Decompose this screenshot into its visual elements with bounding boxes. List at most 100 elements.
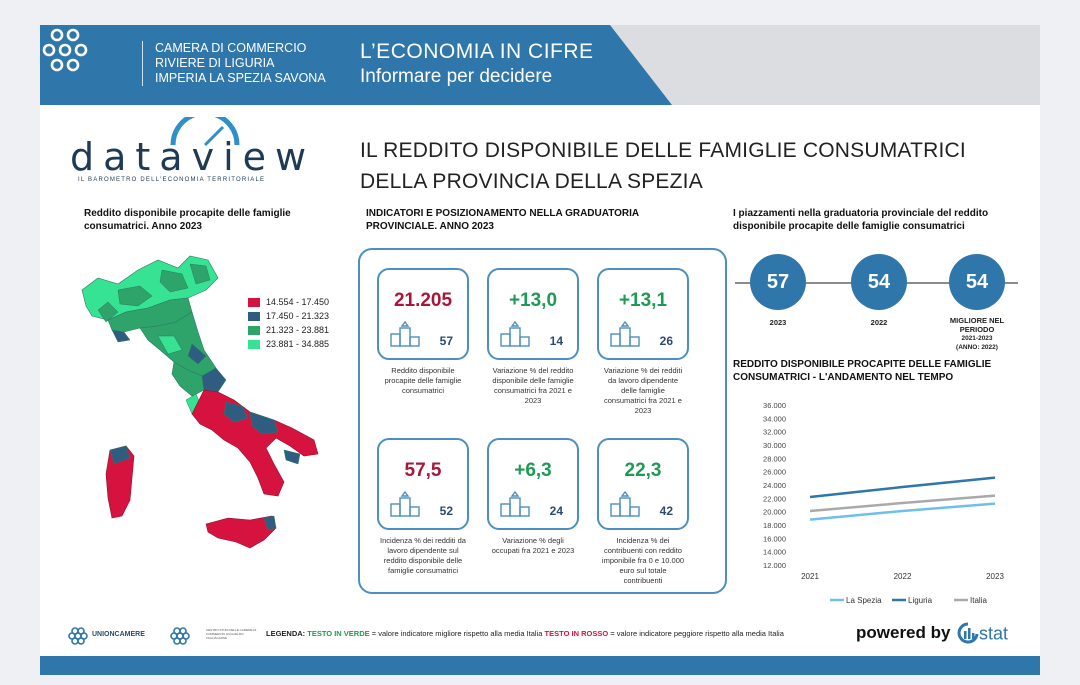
indicator-rank: 24	[549, 504, 563, 518]
y-tick-label: 12.000	[763, 561, 786, 570]
indicator-description-line: delle famiglie	[621, 386, 665, 395]
legend-label: 21.323 - 23.881	[266, 325, 330, 335]
legenda-green: TESTO IN VERDE	[307, 629, 370, 638]
indicator-description-line: consumatrici fra 2021 e	[604, 396, 682, 405]
indicator-description-line: lavoro dipendente sul	[387, 546, 459, 555]
footer-bar	[40, 656, 1040, 675]
indicators-title-line: PROVINCIALE. ANNO 2023	[366, 221, 494, 232]
indicator-value: +13,0	[508, 290, 558, 311]
y-tick-label: 24.000	[763, 481, 786, 490]
gauge-icon	[170, 117, 240, 147]
indicator-description-line: procapite delle famiglie	[384, 376, 462, 385]
chamber-line: IMPERIA LA SPEZIA SAVONA	[155, 71, 326, 85]
rank-label-best: MIGLIORE NEL PERIODO 2021-2023 (ANNO: 20…	[939, 316, 1015, 352]
dataview-wordmark: dataview	[70, 135, 316, 179]
indicator-description-line: consumatrici fra 2021 e	[494, 386, 572, 395]
legend-swatch	[248, 297, 260, 307]
chart-legend-label: Italia	[970, 596, 987, 605]
page-title: IL REDDITO DISPONIBILE DELLE FAMIGLIE CO…	[360, 135, 966, 197]
banner-shape	[40, 25, 672, 105]
indicators-panel	[358, 248, 727, 594]
italy-choropleth-map	[81, 255, 319, 549]
y-tick-label: 20.000	[763, 508, 786, 517]
legend-item: 23.881 - 34.885	[248, 337, 329, 351]
chart-title-line: REDDITO DISPONIBILE PROCAPITE DELLE FAMI…	[733, 359, 992, 370]
map-title-line: Reddito disponibile procapite delle fami…	[84, 208, 291, 219]
chamber-line: CAMERA DI COMMERCIO	[155, 41, 307, 55]
indicator-value: +13,1	[618, 290, 668, 311]
indicator-description-line: 2023	[634, 406, 652, 415]
powered-by-text: powered by	[856, 623, 951, 642]
x-tick-label: 2023	[986, 572, 1004, 581]
indicator-description: Incidenza % dei contribuenti con reddito i…	[588, 536, 698, 586]
indicator-value: 22,3	[624, 460, 662, 481]
rank-label-line: 2022	[870, 318, 888, 327]
legend-label: 23.881 - 34.885	[266, 339, 330, 349]
rank-circle-2023: 57	[750, 254, 806, 310]
legend-item: 14.554 - 17.450	[248, 295, 329, 309]
indicator-card: 21.205 57	[377, 268, 469, 360]
rank-label-line: PERIODO	[959, 325, 995, 334]
podium-icon	[390, 320, 420, 347]
indicator-rank: 14	[549, 334, 563, 348]
podium-icon	[390, 490, 420, 517]
chamber-name: CAMERA DI COMMERCIO RIVIERE DI LIGURIA I…	[142, 41, 326, 86]
indicator-description: Reddito disponibile procapite delle famig…	[368, 366, 478, 396]
indicator-description-line: euro sul totale	[619, 566, 667, 575]
indicator-description-line: Incidenza % dei	[616, 536, 670, 545]
chart-legend-label: La Spezia	[846, 596, 882, 605]
y-tick-label: 36.000	[763, 401, 786, 410]
rank-label-line: 2021-2023	[961, 335, 993, 342]
indicator-description-line: Variazione % degli	[502, 536, 564, 545]
indicator-value: 57,5	[404, 460, 442, 481]
istat-text: stat	[979, 623, 1009, 644]
indicator-description-line: consumatrici	[401, 386, 445, 395]
series-line-la-spezia	[809, 502, 996, 521]
indicator-card: 22,3 42	[597, 438, 689, 530]
indicators-title-line: INDICATORI E POSIZIONAMENTO NELLA GRADUA…	[366, 208, 640, 219]
indicator-rank: 26	[659, 334, 673, 348]
y-tick-label: 14.000	[763, 548, 786, 557]
legenda-red: TESTO IN ROSSO	[544, 629, 609, 638]
podium-icon	[500, 320, 530, 347]
legenda-red-desc: = valore indicatore peggiore rispetto al…	[608, 629, 784, 638]
series-line-liguria	[809, 476, 996, 499]
header-banner: CAMERA DI COMMERCIO RIVIERE DI LIGURIA I…	[40, 25, 1040, 105]
slogan-subtitle: Informare per decidere	[360, 66, 553, 87]
indicator-card: +13,0 14	[487, 268, 579, 360]
rank-label-line: MIGLIORE NEL	[949, 316, 1005, 325]
footer-legenda: LEGENDA: TESTO IN VERDE = valore indicat…	[266, 629, 784, 638]
rank-circle-best: 54	[949, 254, 1005, 310]
dataview-tagline: IL BAROMETRO DELL'ECONOMIA TERRITORIALE	[78, 177, 266, 183]
legend-item: 21.323 - 23.881	[248, 323, 329, 337]
unioncamere-text: UNIONCAMERE	[92, 631, 145, 638]
indicator-description-line: disponibile delle famiglie	[492, 376, 574, 385]
indicators-section-title: INDICATORI E POSIZIONAMENTO NELLA GRADUA…	[366, 207, 639, 233]
indicator-description-line: Variazione % del reddito	[492, 366, 574, 375]
rank-circle-2022: 54	[851, 254, 907, 310]
chamber-logo-icon	[42, 28, 88, 72]
indicator-description: Variazione % degli occupati fra 2021 e 20…	[478, 536, 588, 556]
y-tick-label: 18.000	[763, 521, 786, 530]
legend-item: 17.450 - 21.323	[248, 309, 329, 323]
istat-logo-icon	[957, 622, 979, 644]
y-tick-label: 30.000	[763, 441, 786, 450]
y-tick-label: 22.000	[763, 494, 786, 503]
indicator-rank: 57	[439, 334, 453, 348]
indicator-rank: 42	[659, 504, 673, 518]
legend-swatch	[248, 311, 260, 321]
x-tick-label: 2021	[801, 572, 819, 581]
indicator-description-line: occupati fra 2021 e 2023	[491, 546, 575, 555]
chart-title-line: CONSUMATRICI - L'ANDAMENTO NEL TEMPO	[733, 372, 954, 383]
podium-icon	[610, 320, 640, 347]
y-tick-label: 16.000	[763, 534, 786, 543]
indicator-value: +6,3	[514, 460, 552, 481]
map-legend: 14.554 - 17.450 17.450 - 21.323 21.323 -…	[248, 295, 329, 351]
indicator-description: Variazione % del reddito disponibile dell…	[478, 366, 588, 406]
rank-label-2022: 2022	[849, 318, 909, 327]
tagliacarne-text: CENTRO STUDI DELLE CAMERE DI COMMERCIO G…	[206, 628, 257, 640]
dataview-logo: dataview IL BAROMETRO DELL'ECONOMIA TERR…	[70, 117, 306, 187]
ranking-title-line: I piazzamenti nella graduatoria provinci…	[733, 208, 989, 219]
rank-label-line: 2023	[769, 318, 787, 327]
page-title-line: IL REDDITO DISPONIBILE DELLE FAMIGLIE CO…	[360, 139, 966, 162]
